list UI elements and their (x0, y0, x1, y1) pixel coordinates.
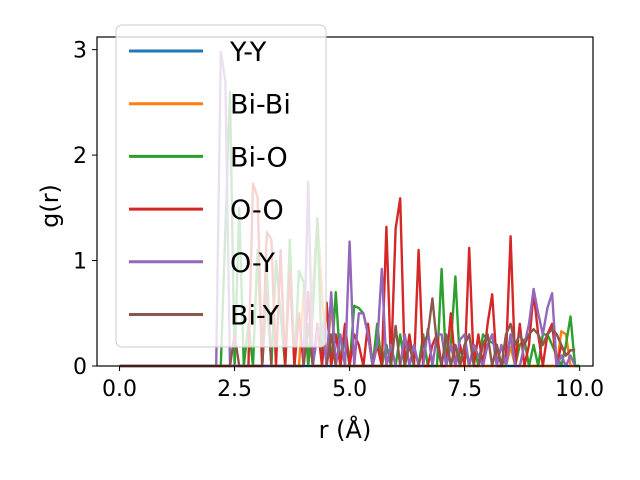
y-tick-label: 1 (73, 250, 87, 275)
y-axis-ticks: 0 1 2 3 (73, 39, 97, 380)
x-tick-label: 10.0 (555, 377, 604, 402)
x-tick-label: 2.5 (217, 377, 252, 402)
y-tick-label: 2 (73, 144, 87, 169)
legend-label: Bi-Y (230, 301, 280, 332)
x-tick-label: 0.0 (102, 377, 137, 402)
x-tick-label: 7.5 (447, 377, 482, 402)
legend-label: O-Y (230, 248, 276, 279)
x-tick-label: 5.0 (332, 377, 367, 402)
y-axis-label: g(r) (36, 184, 64, 228)
legend-label: Bi-O (230, 142, 288, 173)
legend-box (115, 24, 327, 348)
plot-frame (96, 36, 594, 367)
legend-label: Bi-Bi (230, 90, 291, 121)
y-tick-label: 3 (73, 39, 87, 64)
x-axis-ticks: 0.0 2.5 5.0 7.5 10.0 (102, 366, 604, 402)
legend: Y-Y Bi-Bi Bi-O O-O O-Y Bi-Y (115, 24, 327, 348)
x-axis-label: r (Å) (319, 415, 372, 444)
legend-label: O-O (230, 195, 284, 226)
y-tick-label: 0 (73, 355, 87, 380)
legend-label: Y-Y (229, 37, 267, 68)
